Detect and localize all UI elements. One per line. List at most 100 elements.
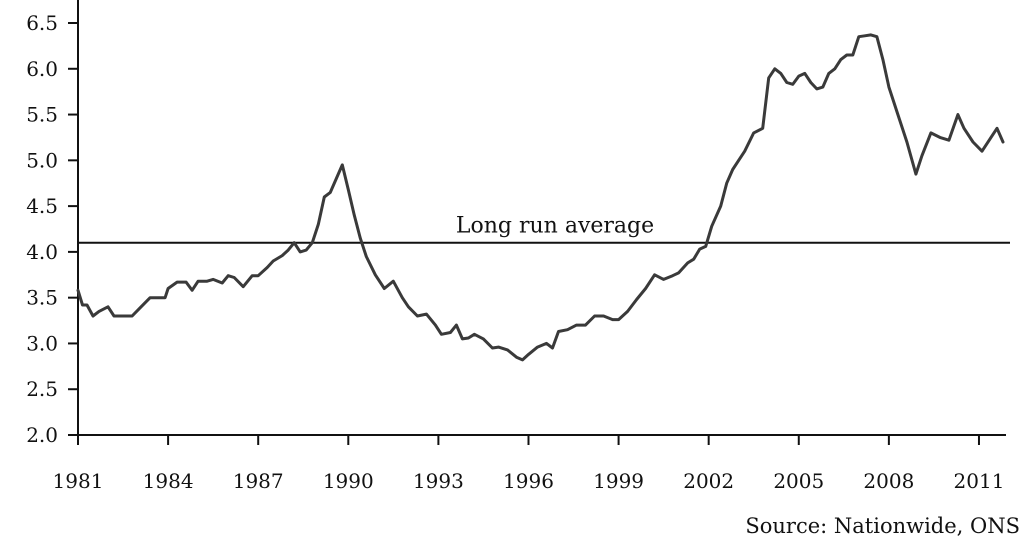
data-point [827,72,830,75]
x-tick-label: 1999 [593,469,644,493]
data-point [785,81,788,84]
data-point [938,136,942,139]
data-point [281,254,284,257]
data-point [205,280,209,283]
data-point [329,191,332,194]
data-point [211,278,215,281]
data-point [91,314,95,318]
data-point [184,280,188,284]
data-point [602,314,605,318]
data-point [809,81,812,84]
data-point [743,150,746,153]
data-point [635,298,638,301]
data-point [374,273,377,276]
data-point [575,323,578,327]
data-point [551,346,554,350]
data-point [491,346,494,350]
data-point [323,195,326,199]
data-point [497,345,500,349]
y-tick-label: 5.5 [26,103,58,127]
data-point [233,276,236,279]
data-point [725,182,728,185]
data-point [881,58,885,61]
x-tick-label: 1981 [53,469,104,493]
data-point [980,150,984,153]
data-point [671,274,674,277]
y-tick-label: 4.5 [26,194,58,218]
x-ticks: 1981 1984 1987 1990 1993 1996 1999 2002 2005 2008… [53,435,1005,493]
data-point [449,331,452,334]
data-point [251,274,254,277]
long-run-average-label: Long run average [456,214,654,239]
data-point [461,337,464,341]
data-point [272,259,275,263]
data-point [833,67,836,71]
data-point [467,336,470,340]
data-point [163,296,167,299]
data-point [148,296,152,299]
x-tick-label: 1984 [143,469,194,493]
data-point [611,318,614,321]
data-point [81,303,84,307]
data-point [719,204,722,208]
data-point [536,345,539,349]
data-point [392,280,395,283]
y-ticks: 2.0 2.5 3.0 3.5 4.0 4.5 5.0 5.5 6.0 6.5 [26,11,78,447]
data-point [455,323,458,327]
x-tick-label: 1990 [323,469,374,493]
data-point [287,248,290,252]
data-point [692,258,695,261]
data-point [130,314,134,318]
data-point [305,248,308,252]
x-tick-label: 2008 [863,469,914,493]
data-point [196,280,200,283]
data-point [761,127,764,130]
y-tick-label: 5.0 [26,148,58,172]
data-point [425,312,428,316]
source-note: Source: Nationwide, ONS [745,514,1020,538]
y-tick-label: 3.5 [26,286,58,310]
data-point [85,303,89,307]
data-point [686,261,689,265]
data-point [434,323,437,327]
data-point [175,280,179,284]
x-tick-label: 2002 [683,469,734,493]
data-point [752,131,755,135]
data-point [242,285,245,288]
data-point [875,35,879,38]
data-point [1001,140,1005,144]
series-line [76,33,1005,362]
data-point [767,76,770,80]
x-tick-label: 2011 [954,469,1005,493]
data-point [166,287,170,290]
data-point [845,53,848,57]
data-point [557,330,560,333]
data-point [515,356,518,359]
data-point [773,67,776,71]
data-point [584,323,587,327]
x-tick-label: 2005 [773,469,824,493]
data-point [353,214,356,217]
data-point [97,310,101,313]
data-point [383,287,386,290]
data-point [347,188,350,191]
data-point [920,154,924,157]
data-point [962,127,966,130]
data-point [106,305,110,308]
data-point [731,168,734,171]
y-tick-label: 6.5 [26,11,58,35]
data-point [482,337,485,341]
data-point [905,140,909,144]
data-point [190,289,194,292]
data-point [407,305,410,308]
data-point [266,266,269,269]
data-point [914,172,918,176]
y-tick-label: 6.0 [26,57,58,81]
y-tick-label: 2.0 [26,423,58,447]
data-point [851,53,854,57]
data-point [521,358,524,362]
data-point [821,85,824,89]
data-point [221,281,224,285]
data-point [839,58,842,61]
